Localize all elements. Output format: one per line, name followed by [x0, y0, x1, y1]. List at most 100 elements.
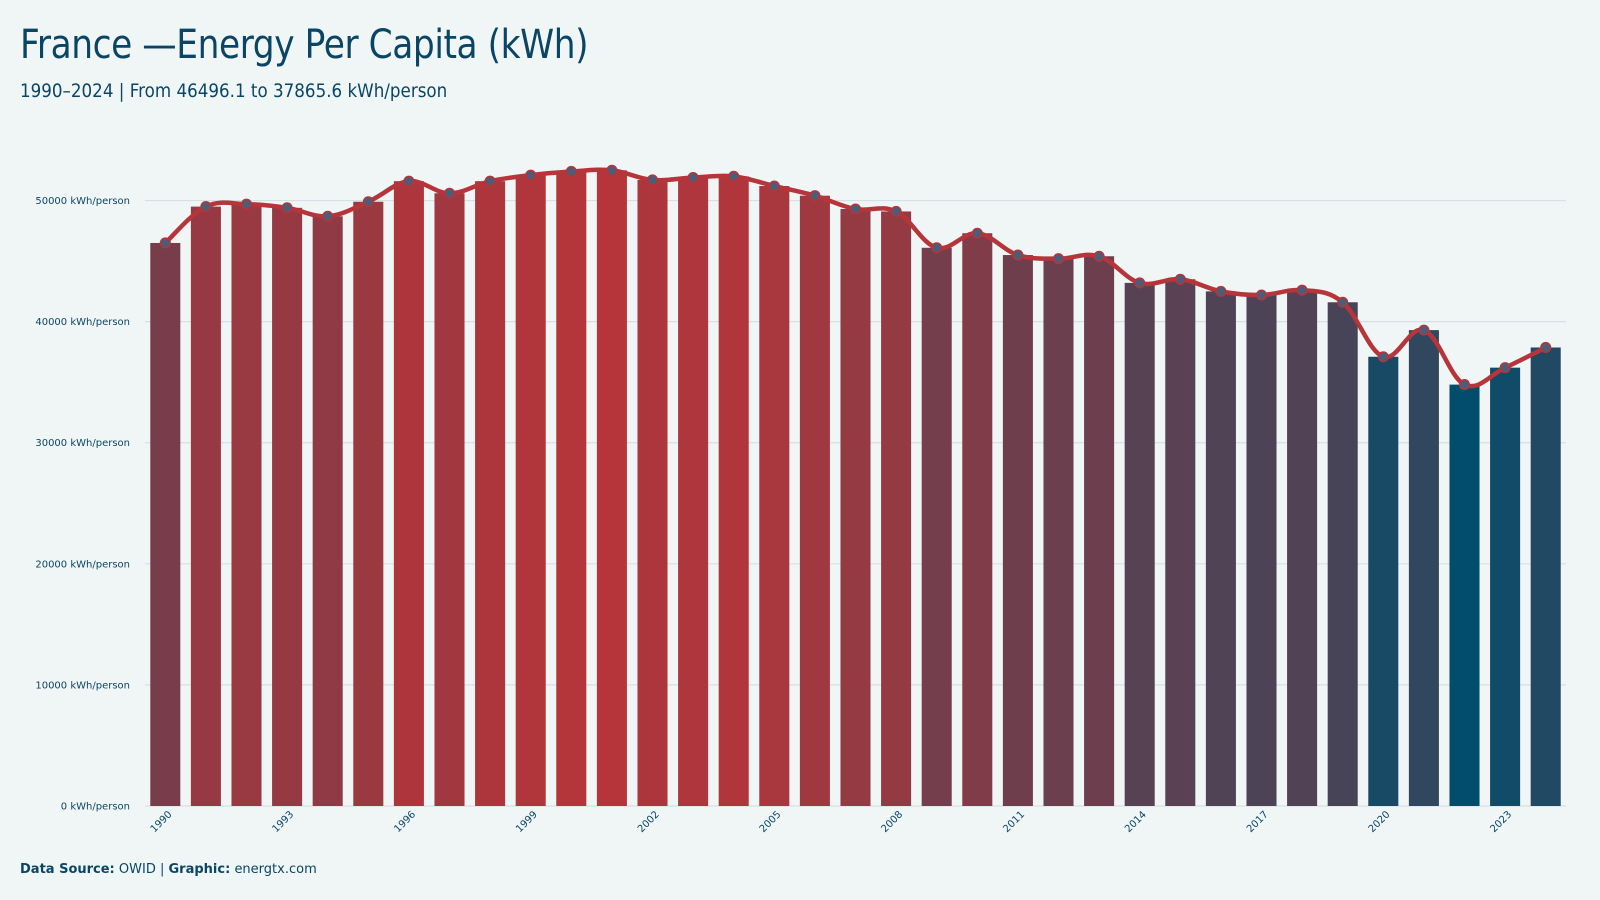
point-2012	[1052, 253, 1065, 265]
bar-2019	[1327, 302, 1358, 806]
point-2002	[646, 174, 659, 186]
point-2010	[971, 227, 983, 239]
point-1999	[525, 169, 537, 181]
bar-2011	[1002, 255, 1033, 806]
x-tick-label: 1999	[514, 809, 540, 835]
point-1993	[281, 202, 293, 214]
x-tick-label: 2017	[1245, 809, 1271, 835]
chart-title: France —Energy Per Capita (kWh)	[20, 22, 589, 68]
bar-1995	[353, 201, 384, 807]
x-tick-label: 1990	[149, 809, 175, 835]
footer-separator: |	[159, 862, 165, 877]
bar-2005	[759, 186, 790, 807]
point-2014	[1134, 277, 1146, 289]
bar-1997	[434, 193, 465, 806]
point-2000	[565, 165, 577, 178]
x-tick-label: 1993	[271, 809, 297, 835]
bar-2000	[556, 171, 587, 806]
bar-2009	[921, 247, 952, 807]
bar-2002	[637, 179, 668, 806]
bar-2012	[1043, 258, 1074, 807]
point-2009	[931, 242, 943, 254]
y-tick-label: 50000 kWh/person	[35, 196, 130, 207]
bar-2017	[1246, 294, 1277, 806]
point-1996	[403, 175, 415, 187]
point-1998	[484, 175, 496, 187]
bar-1996	[393, 181, 424, 807]
point-2001	[606, 164, 618, 176]
point-2011	[1012, 249, 1024, 261]
point-1991	[200, 201, 212, 213]
point-2005	[768, 180, 780, 192]
point-2023	[1499, 362, 1511, 374]
x-axis: 1990 1993 1996 1999 2002 2005 2008 2011 2014 2017…	[149, 809, 1515, 835]
bar-2015	[1165, 279, 1196, 807]
bar-1991	[190, 206, 221, 807]
bar-1990	[150, 242, 181, 807]
point-1990	[159, 237, 171, 249]
bar-2018	[1287, 290, 1318, 807]
bar-2003	[678, 177, 709, 806]
bar-2010	[962, 233, 993, 807]
point-1992	[240, 198, 253, 210]
bar-1993	[272, 207, 303, 806]
x-tick-label: 2005	[758, 809, 784, 835]
point-2019	[1337, 296, 1349, 308]
point-2022	[1458, 379, 1471, 391]
point-1994	[322, 210, 334, 222]
point-2015	[1174, 273, 1186, 285]
bar-1994	[312, 216, 343, 806]
y-tick-label: 0 kWh/person	[61, 802, 130, 813]
graphic-label: Graphic:	[168, 862, 231, 877]
point-2008	[890, 205, 902, 217]
points-layer	[159, 164, 1552, 391]
bar-2020	[1368, 356, 1399, 806]
x-tick-label: 2014	[1123, 809, 1149, 835]
bar-2007	[840, 209, 871, 806]
bar-1992	[231, 204, 262, 807]
bar-2013	[1084, 256, 1115, 806]
source-value: OWID	[118, 862, 156, 877]
x-tick-label: 2023	[1489, 809, 1515, 835]
point-1997	[443, 187, 456, 199]
point-2004	[728, 170, 740, 182]
y-tick-label: 10000 kWh/person	[35, 680, 130, 691]
bar-2023	[1490, 367, 1521, 806]
point-1995	[362, 196, 374, 208]
point-2024	[1540, 341, 1552, 354]
x-tick-label: 1996	[392, 809, 418, 835]
bar-2016	[1205, 291, 1236, 806]
point-2016	[1215, 285, 1227, 297]
x-tick-label: 2008	[880, 809, 906, 835]
chart-subtitle: 1990–2024 | From 46496.1 to 37865.6 kWh/…	[20, 80, 448, 102]
bar-2004	[718, 176, 749, 806]
y-tick-label: 30000 kWh/person	[35, 438, 130, 449]
bar-2014	[1124, 282, 1155, 806]
y-axis: 0 kWh/person 10000 kWh/person 20000 kWh/pe…	[35, 196, 130, 812]
y-tick-label: 20000 kWh/person	[35, 559, 130, 570]
point-2013	[1093, 250, 1105, 262]
source-label: Data Source:	[20, 862, 115, 877]
point-2020	[1377, 351, 1389, 363]
x-tick-label: 2011	[1001, 809, 1027, 835]
bars-layer	[150, 170, 1561, 807]
footer-credits: Data Source: OWID | Graphic: energtx.com	[20, 862, 317, 877]
x-tick-label: 2020	[1367, 809, 1393, 835]
bar-2021	[1408, 330, 1439, 806]
graphic-value: energtx.com	[234, 862, 317, 877]
x-tick-label: 2002	[636, 809, 662, 835]
point-2017	[1255, 289, 1268, 301]
point-2007	[849, 203, 862, 215]
point-2021	[1418, 324, 1430, 336]
bar-1998	[475, 181, 506, 807]
point-2003	[687, 171, 699, 184]
y-tick-label: 40000 kWh/person	[35, 317, 130, 328]
bar-2006	[799, 195, 830, 807]
bar-2024	[1530, 347, 1561, 806]
point-2018	[1296, 284, 1308, 296]
bar-2022	[1449, 384, 1480, 806]
bar-2001	[596, 170, 627, 807]
bar-1999	[515, 175, 546, 807]
